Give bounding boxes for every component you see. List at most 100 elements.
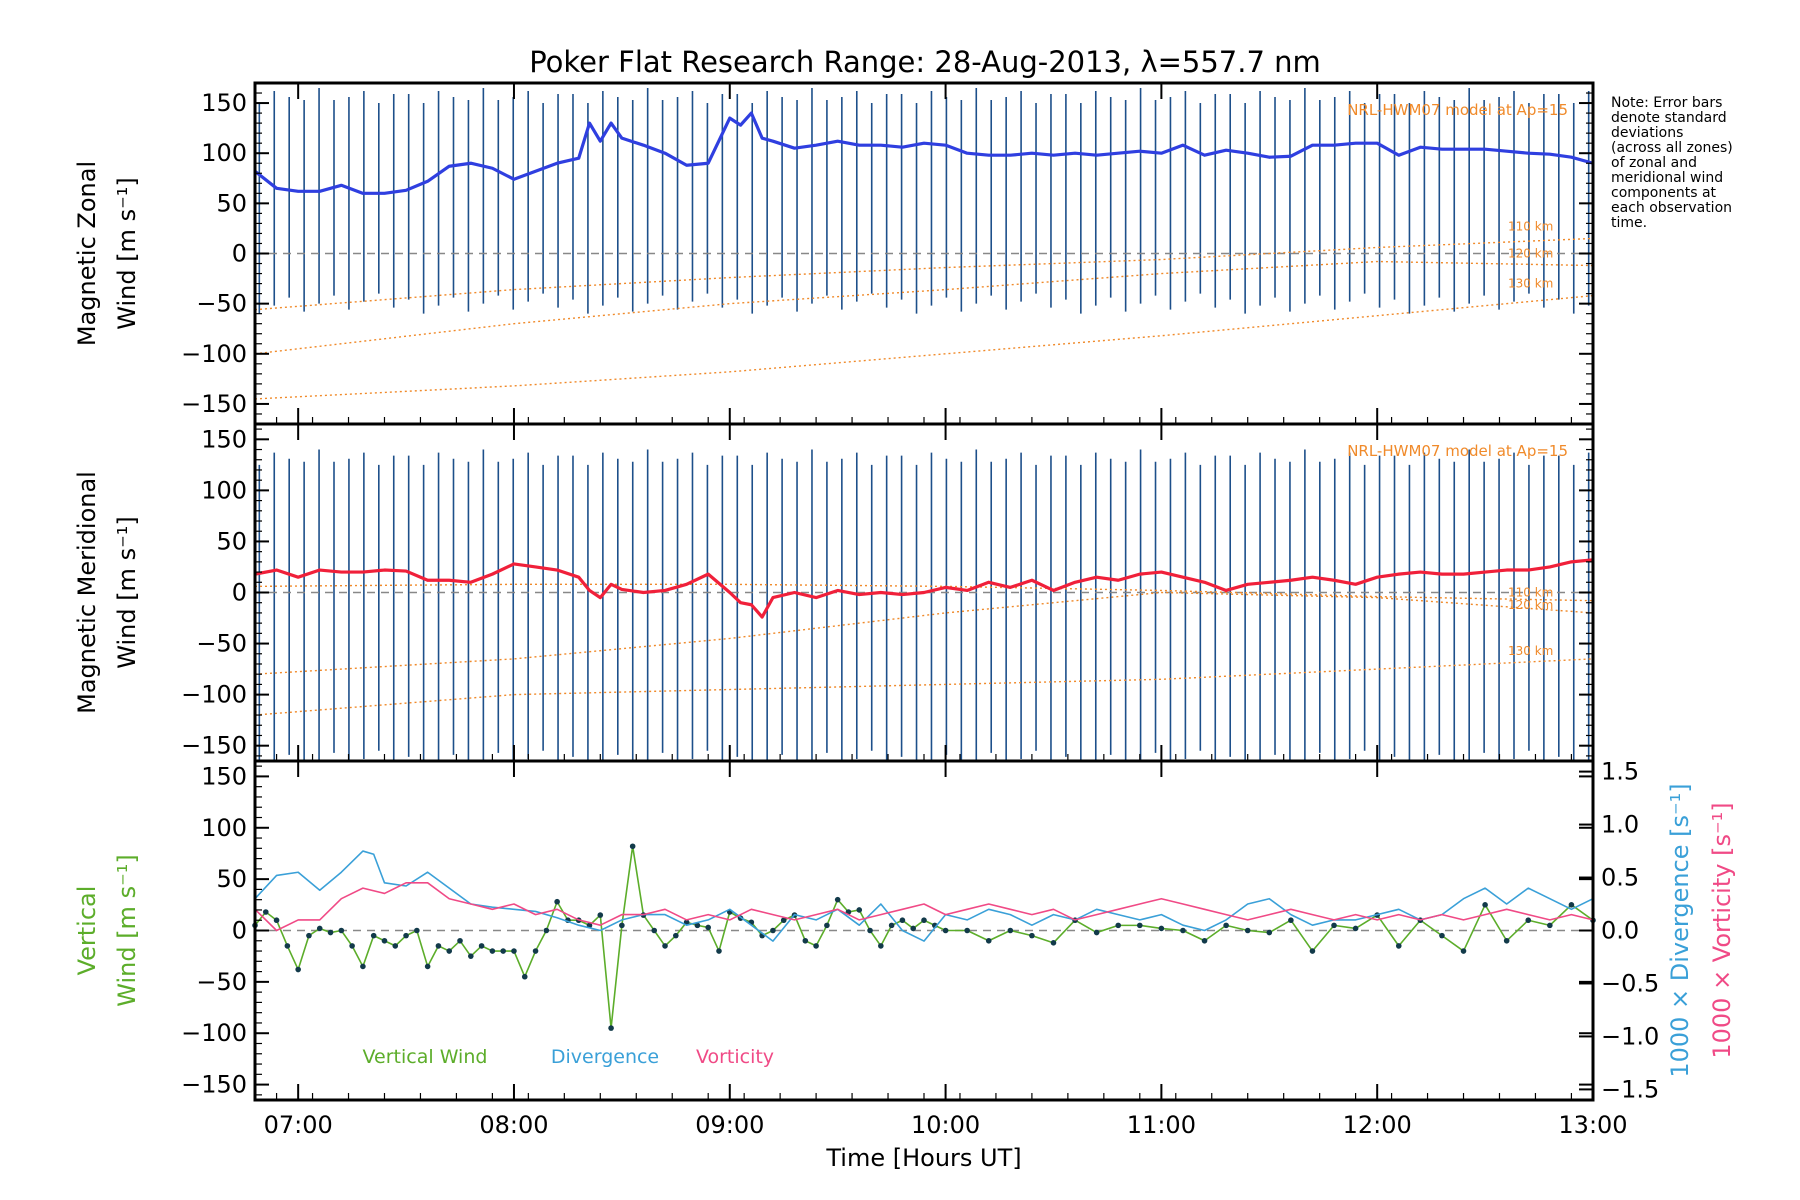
vertical-wind-point bbox=[457, 937, 463, 944]
note-line: time. bbox=[1611, 215, 1647, 231]
note-line: Note: Error bars bbox=[1611, 95, 1722, 111]
vertical-wind-point bbox=[414, 927, 420, 934]
y-tick-label: −50 bbox=[196, 290, 247, 318]
vertical-wind-point bbox=[478, 943, 485, 949]
vertical-wind-point bbox=[316, 925, 323, 932]
x-axis-label: Time [Hours UT] bbox=[825, 1144, 1021, 1172]
x-tick-label: 12:00 bbox=[1343, 1111, 1412, 1139]
vertical-wind-point bbox=[813, 943, 819, 949]
figure-title: Poker Flat Research Range: 28-Aug-2013, … bbox=[529, 45, 1321, 79]
model-curve bbox=[254, 237, 1594, 311]
vertical-wind-point bbox=[1309, 948, 1316, 954]
vertical-wind-point bbox=[554, 898, 560, 905]
y-tick-label: 100 bbox=[201, 814, 247, 842]
vertical-wind-point bbox=[867, 927, 873, 934]
vertical-wind-point bbox=[629, 843, 636, 850]
y2-tick-label: −0.5 bbox=[1601, 969, 1659, 997]
vertical-wind-point bbox=[262, 909, 269, 915]
y2-tick-label: 1.5 bbox=[1601, 758, 1639, 786]
vertical-wind-point bbox=[403, 932, 409, 939]
model-curve bbox=[254, 294, 1594, 400]
vertical-wind-point bbox=[942, 927, 949, 934]
vertical-wind-point bbox=[878, 943, 884, 949]
vertical-wind-point bbox=[360, 963, 366, 970]
vertical-wind-point bbox=[1395, 943, 1402, 949]
vertical-wind-point bbox=[381, 937, 388, 944]
vertical-wind-point bbox=[543, 927, 550, 934]
altitude-label: 130 km bbox=[1508, 277, 1553, 291]
y2-tick-label: −1.5 bbox=[1601, 1075, 1659, 1103]
y-axis-label: Wind [m s⁻¹] bbox=[113, 854, 141, 1006]
vorticity-axis-label: 1000 × Vorticity [s⁻¹] bbox=[1708, 802, 1736, 1058]
y-axis-label: Vertical bbox=[73, 886, 101, 976]
y-tick-label: −150 bbox=[181, 1071, 247, 1099]
vertical-wind-point bbox=[295, 966, 301, 973]
vertical-wind-point bbox=[1007, 927, 1014, 934]
vertical-wind-point bbox=[1568, 902, 1575, 908]
x-tick-label: 10:00 bbox=[911, 1111, 980, 1139]
vertical-wind-point bbox=[489, 948, 496, 954]
vertical-wind-point bbox=[370, 932, 377, 939]
vertical-wind-point bbox=[1352, 925, 1359, 932]
vertical-wind-point bbox=[619, 922, 625, 929]
vertical-wind-point bbox=[899, 917, 906, 924]
zonal-wind-panel: 110 km 120 km 130 km NRL-HWM07 model at Ap=… bbox=[73, 81, 1595, 426]
vertical-wind-point bbox=[1158, 925, 1165, 932]
vertical-wind-point bbox=[651, 927, 658, 934]
vertical-wind-point bbox=[327, 929, 334, 936]
vertical-wind-point bbox=[856, 907, 863, 913]
vertical-wind-point bbox=[910, 925, 917, 932]
vertical-wind-point bbox=[673, 932, 679, 939]
y-tick-label: 150 bbox=[201, 425, 247, 453]
y-axis-label: Magnetic Meridional bbox=[73, 471, 101, 714]
vertical-wind-point bbox=[1331, 922, 1337, 929]
altitude-label: 120 km bbox=[1508, 247, 1553, 261]
vertical-wind-point bbox=[500, 948, 506, 954]
vertical-wind-point bbox=[921, 917, 927, 924]
vertical-wind-point bbox=[662, 943, 668, 949]
vertical-wind-point bbox=[1029, 932, 1035, 939]
vertical-wind-point bbox=[608, 1025, 614, 1031]
vertical-wind-point bbox=[273, 917, 280, 924]
y2-tick-label: 0.0 bbox=[1601, 917, 1639, 945]
vertical-wind-point bbox=[834, 896, 841, 903]
y-tick-label: 50 bbox=[216, 865, 247, 893]
model-label: NRL-HWM07 model at Ap=15 bbox=[1347, 101, 1568, 119]
vorticity-line bbox=[254, 882, 1594, 932]
vertical-wind-point bbox=[1137, 922, 1143, 929]
y2-tick-label: −1.0 bbox=[1601, 1022, 1659, 1050]
y-tick-label: 100 bbox=[201, 139, 247, 167]
y-tick-label: 0 bbox=[232, 579, 247, 607]
vertical-wind-point bbox=[306, 932, 312, 939]
x-tick-label: 09:00 bbox=[695, 1111, 764, 1139]
vertical-wind-point bbox=[802, 937, 809, 944]
y-tick-label: −100 bbox=[181, 340, 247, 368]
altitude-label: 130 km bbox=[1508, 644, 1553, 658]
legend-vertical: Vertical Wind bbox=[363, 1046, 488, 1068]
model-curve bbox=[254, 260, 1594, 355]
vertical-wind-point bbox=[1460, 948, 1467, 954]
y-tick-label: 0 bbox=[232, 240, 247, 268]
vertical-wind-point bbox=[392, 943, 399, 949]
vertical-wind-point bbox=[511, 948, 517, 954]
vertical-wind-point bbox=[824, 922, 830, 929]
legend-vorticity: Vorticity bbox=[696, 1046, 774, 1068]
altitude-label: 120 km bbox=[1508, 598, 1553, 612]
vertical-wind-point bbox=[1547, 922, 1553, 929]
vertical-wind-point bbox=[1115, 922, 1122, 929]
note-line: (across all zones) bbox=[1611, 140, 1733, 156]
vertical-wind-point bbox=[1266, 929, 1273, 936]
vertical-wind-point bbox=[1503, 937, 1510, 944]
note-line: deviations bbox=[1611, 125, 1683, 141]
model-label: NRL-HWM07 model at Ap=15 bbox=[1347, 442, 1568, 460]
note-line: meridional wind bbox=[1611, 170, 1723, 186]
vertical-wind-point bbox=[780, 917, 787, 924]
errorbar-group bbox=[258, 449, 1590, 761]
vertical-wind-point bbox=[1525, 917, 1532, 924]
vertical-wind-point bbox=[1482, 902, 1488, 908]
y-tick-label: −50 bbox=[196, 630, 247, 658]
note-line: of zonal and bbox=[1611, 155, 1697, 171]
y-tick-label: 150 bbox=[201, 89, 247, 117]
